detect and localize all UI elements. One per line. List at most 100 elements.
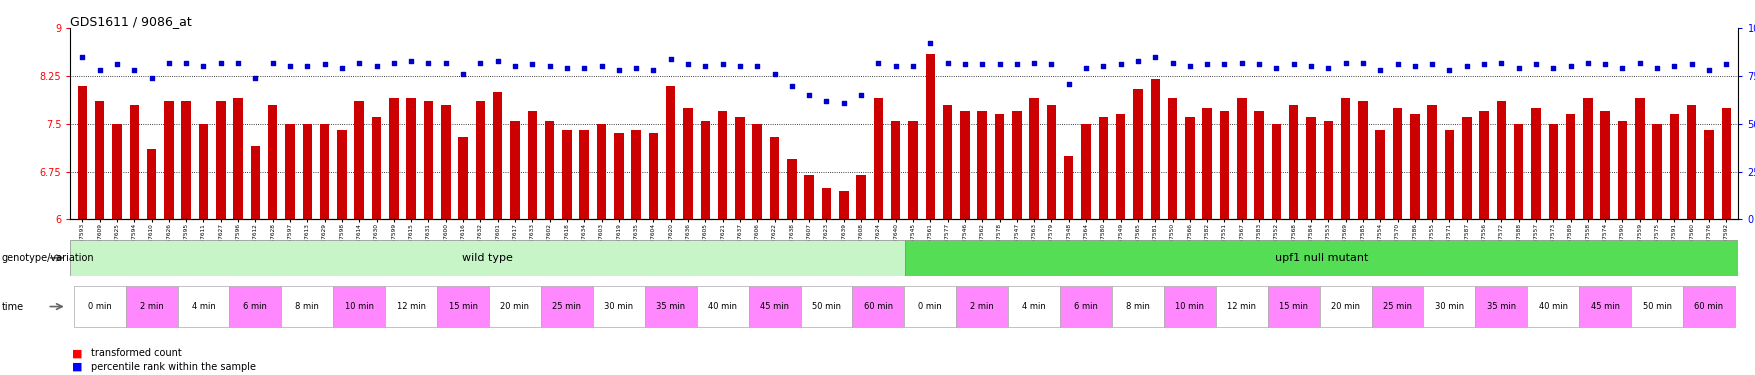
Point <box>1313 65 1341 71</box>
Text: 12 min: 12 min <box>1227 302 1255 311</box>
Text: 50 min: 50 min <box>811 302 841 311</box>
Point <box>570 65 598 71</box>
Text: 60 min: 60 min <box>1694 302 1723 311</box>
Text: 25 min: 25 min <box>1383 302 1411 311</box>
Point <box>1227 60 1255 66</box>
Bar <box>1028 98 1039 219</box>
Bar <box>476 102 484 219</box>
Bar <box>1392 108 1402 219</box>
Bar <box>1444 130 1453 219</box>
Bar <box>1150 79 1160 219</box>
Bar <box>856 175 865 219</box>
Bar <box>1253 111 1264 219</box>
Bar <box>1111 286 1164 327</box>
Point <box>1522 62 1550 68</box>
Text: 30 min: 30 min <box>1434 302 1464 311</box>
Bar <box>1578 286 1630 327</box>
Bar <box>960 111 969 219</box>
Point <box>1209 62 1237 68</box>
Point <box>1486 60 1515 66</box>
Point <box>691 63 720 69</box>
Point <box>1365 67 1393 73</box>
Bar <box>74 286 126 327</box>
Bar <box>1288 105 1297 219</box>
Point <box>985 62 1013 68</box>
Point <box>949 62 978 68</box>
Bar <box>319 124 330 219</box>
Point <box>639 67 667 73</box>
Point <box>1279 62 1307 68</box>
Bar <box>302 124 312 219</box>
Text: upf1 null mutant: upf1 null mutant <box>1274 253 1367 263</box>
Text: 4 min: 4 min <box>191 302 216 311</box>
Text: 15 min: 15 min <box>448 302 477 311</box>
Bar <box>1630 286 1681 327</box>
Text: 60 min: 60 min <box>863 302 893 311</box>
Bar <box>562 130 572 219</box>
Text: 45 min: 45 min <box>1590 302 1618 311</box>
Point <box>934 60 962 66</box>
Point <box>137 75 165 81</box>
Bar <box>1323 121 1332 219</box>
Point <box>328 65 356 71</box>
Text: 20 min: 20 min <box>500 302 530 311</box>
Point <box>1002 62 1030 68</box>
Bar <box>1495 102 1506 219</box>
Point <box>258 60 286 66</box>
Point <box>1451 63 1479 69</box>
Bar <box>1267 286 1320 327</box>
Bar <box>544 121 555 219</box>
Text: time: time <box>2 302 25 312</box>
Bar <box>665 86 676 219</box>
Point <box>119 67 147 73</box>
Bar <box>632 130 641 219</box>
Point <box>656 56 684 62</box>
Bar <box>821 188 830 219</box>
Bar <box>942 105 951 219</box>
Point <box>967 62 995 68</box>
Bar <box>1306 117 1314 219</box>
Bar <box>390 98 398 219</box>
FancyBboxPatch shape <box>70 240 904 276</box>
Point <box>777 82 806 88</box>
Bar <box>769 136 779 219</box>
Text: GDS1611 / 9086_at: GDS1611 / 9086_at <box>70 15 191 28</box>
Bar <box>753 124 762 219</box>
Point <box>1123 58 1151 64</box>
Text: wild type: wild type <box>462 253 512 263</box>
Text: 50 min: 50 min <box>1641 302 1671 311</box>
Bar <box>230 286 281 327</box>
Point <box>1071 65 1099 71</box>
Text: 30 min: 30 min <box>604 302 634 311</box>
Text: 2 min: 2 min <box>140 302 163 311</box>
Bar <box>925 54 934 219</box>
Text: 25 min: 25 min <box>553 302 581 311</box>
Bar <box>488 286 541 327</box>
Bar <box>163 102 174 219</box>
Bar <box>1704 130 1713 219</box>
Point <box>1158 60 1186 66</box>
Bar <box>579 130 588 219</box>
Bar <box>458 136 467 219</box>
Bar <box>526 111 537 219</box>
Bar <box>956 286 1007 327</box>
Text: 10 min: 10 min <box>344 302 374 311</box>
Bar <box>1167 98 1176 219</box>
Point <box>1330 60 1358 66</box>
Point <box>1572 60 1601 66</box>
Point <box>397 58 425 64</box>
Point <box>553 65 581 71</box>
Bar <box>1527 286 1578 327</box>
Bar <box>648 134 658 219</box>
Point <box>1262 65 1290 71</box>
Bar <box>384 286 437 327</box>
Point <box>863 60 892 66</box>
Bar <box>800 286 851 327</box>
Point <box>172 60 200 66</box>
Bar <box>700 121 709 219</box>
Bar <box>216 102 225 219</box>
Bar <box>493 92 502 219</box>
Text: percentile rank within the sample: percentile rank within the sample <box>91 362 256 372</box>
Bar <box>1081 124 1090 219</box>
Point <box>1418 62 1446 68</box>
